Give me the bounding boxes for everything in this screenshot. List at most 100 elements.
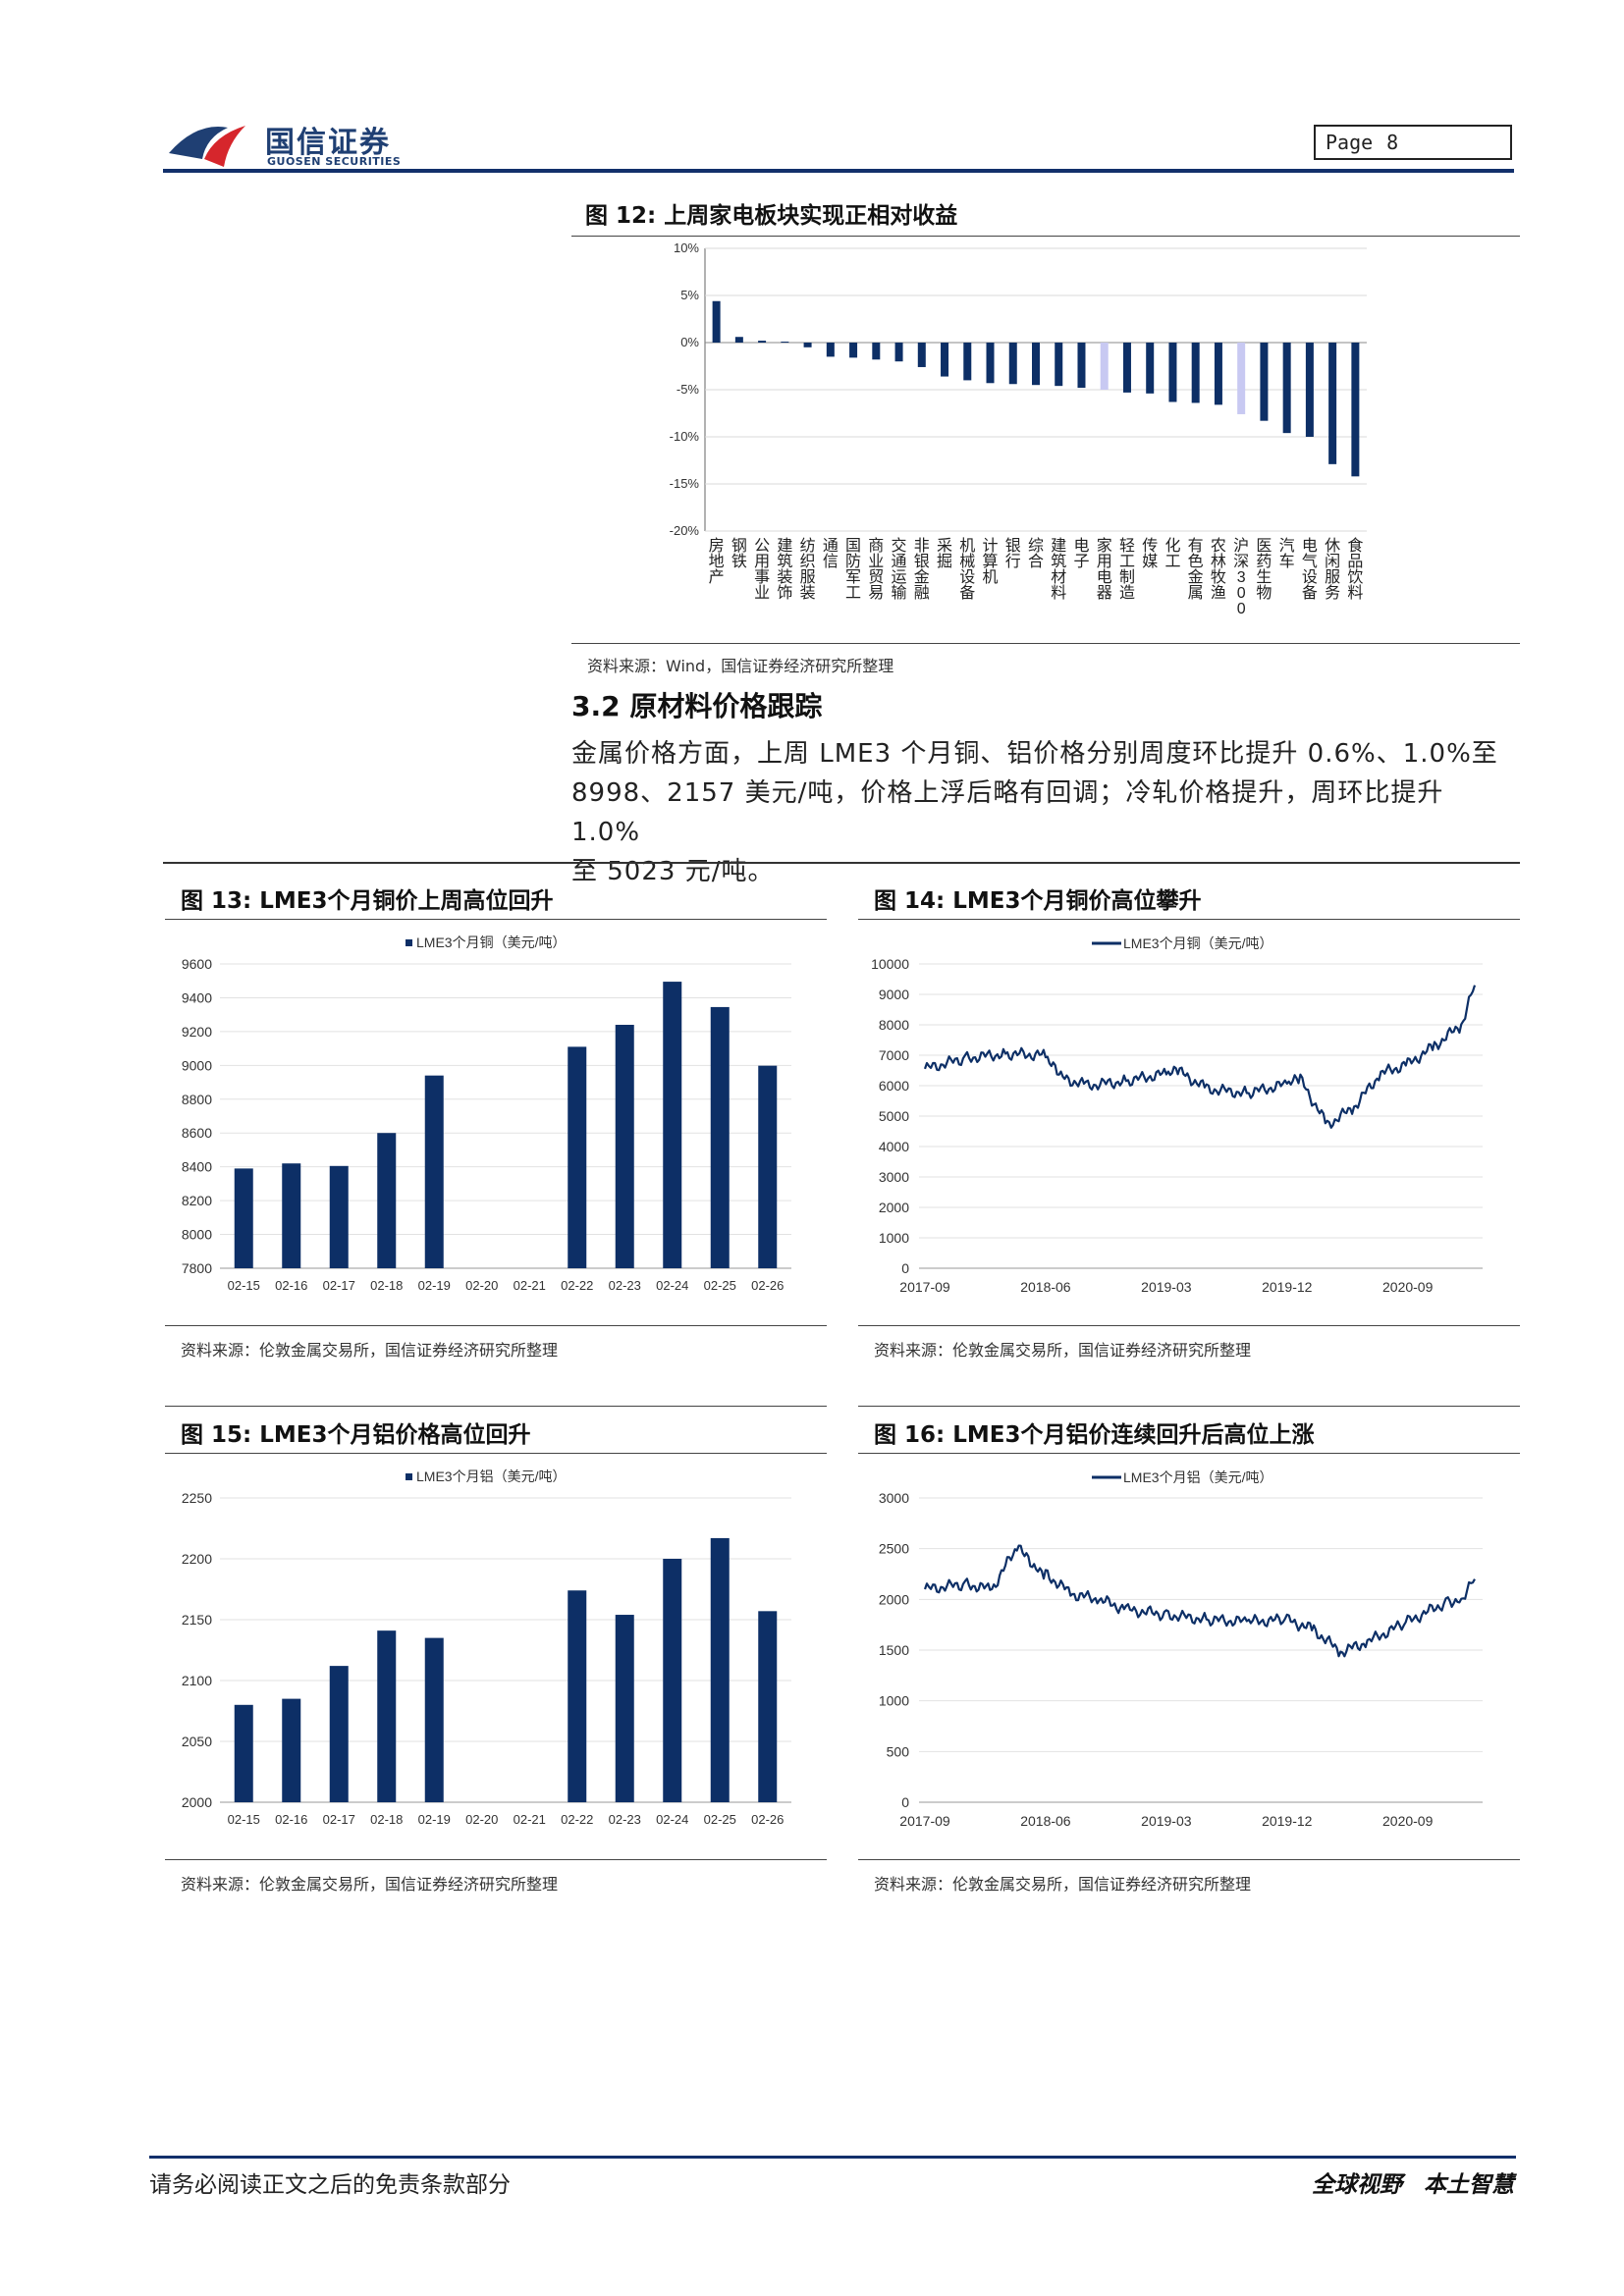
fig15-bar xyxy=(663,1559,682,1802)
fig15-xtick-label: 02-15 xyxy=(228,1812,260,1827)
fig12-category-label: 非银金融 xyxy=(914,537,930,602)
fig14-ytick-label: 5000 xyxy=(879,1108,909,1124)
fig14-xtick-label: 2019-12 xyxy=(1262,1279,1313,1295)
fig13-bar xyxy=(377,1133,397,1268)
fig12-category-label: 化工 xyxy=(1164,537,1180,570)
fig16-chart: LME3个月铝（美元/吨） 3000 2500 2000 1500 1000 500 0 201… xyxy=(879,1469,1483,1829)
footer-disclaimer: 请务必阅读正文之后的免责条款部分 xyxy=(149,2172,511,2198)
fig16-ytick-label: 3000 xyxy=(879,1490,909,1506)
fig12-bar xyxy=(1077,343,1086,389)
fig12-bar xyxy=(1260,343,1269,421)
fig15-xtick-label: 02-26 xyxy=(751,1812,784,1827)
fig14-ytick-label: 0 xyxy=(901,1260,909,1276)
fig15-top-rule xyxy=(165,1406,827,1407)
fig15-bar xyxy=(710,1537,730,1802)
fig12-bar xyxy=(1008,343,1017,385)
fig12-category-label: 综合 xyxy=(1028,537,1044,570)
fig15-ytick-label: 2150 xyxy=(182,1612,212,1628)
fig12-category-label: 电子 xyxy=(1073,537,1089,570)
fig14-ytick-label: 10000 xyxy=(871,956,909,972)
footer-rule xyxy=(149,2156,1516,2159)
paragraph-line: 8998、2157 美元/吨，价格上浮后略有回调；冷轧价格提升，周环比提升 1.… xyxy=(571,778,1444,847)
fig14-ytick-label: 4000 xyxy=(879,1139,909,1154)
fig12-bar xyxy=(1328,343,1337,464)
fig15-legend-swatch xyxy=(406,1473,412,1480)
fig15-xtick-label: 02-24 xyxy=(656,1812,688,1827)
fig15-bar xyxy=(615,1615,634,1802)
fig12-bar xyxy=(826,343,835,357)
fig13-ytick-label: 8600 xyxy=(182,1125,212,1141)
fig13-ytick-label: 8800 xyxy=(182,1092,212,1107)
fig12-category-label: 采掘 xyxy=(937,537,952,570)
fig13-bar xyxy=(758,1065,778,1268)
fig12-category-label: 国防军工 xyxy=(845,538,861,602)
fig12-category-label: 休闲服务 xyxy=(1325,537,1340,602)
fig12-category-label: 有色金属 xyxy=(1188,537,1204,602)
fig12-bar xyxy=(712,300,721,343)
fig14-legend-label: LME3个月铜（美元/吨） xyxy=(1123,935,1272,951)
fig12-bar xyxy=(1191,343,1200,403)
fig12-bar xyxy=(917,343,926,367)
fig15-xtick-label: 02-18 xyxy=(370,1812,403,1827)
fig16-xtick-label: 2020-09 xyxy=(1382,1813,1434,1829)
fig16-title: 图 16: LME3个月铝价连续回升后高位上涨 xyxy=(874,1422,1315,1448)
fig15-bar xyxy=(377,1630,397,1802)
fig13-xtick-label: 02-18 xyxy=(370,1278,403,1293)
fig15-xtick-label: 02-16 xyxy=(275,1812,307,1827)
fig13-xtick-label: 02-26 xyxy=(751,1278,784,1293)
fig13-bar xyxy=(615,1025,634,1268)
fig14-bottom-rule xyxy=(858,1325,1520,1326)
fig12-bar xyxy=(963,343,972,381)
fig13-ytick-label: 9000 xyxy=(182,1057,212,1073)
fig13-ytick-label: 9200 xyxy=(182,1024,212,1040)
fig16-xtick-label: 2019-12 xyxy=(1262,1813,1313,1829)
fig12-bar xyxy=(872,343,881,360)
fig12-bottom-rule xyxy=(571,643,1520,644)
fig16-ytick-label: 2500 xyxy=(879,1541,909,1557)
fig12-chart: 10% 5% 0% -5% -10% -15% -20% 房地产钢铁公用事业建筑装饰纺织服装通… xyxy=(670,240,1367,617)
fig15-ytick-label: 2250 xyxy=(182,1490,212,1506)
fig12-category-label: 轻工制造 xyxy=(1119,537,1135,602)
fig12-category-label: 机械设备 xyxy=(959,537,975,602)
fig15-xtick-label: 02-20 xyxy=(465,1812,498,1827)
fig15-xtick-label: 02-22 xyxy=(561,1812,593,1827)
fig12-category-label: 汽车 xyxy=(1279,537,1295,570)
fig16-xtick-label: 2018-06 xyxy=(1020,1813,1071,1829)
fig13-bar xyxy=(710,1006,730,1268)
fig13-ytick-label: 7800 xyxy=(182,1260,212,1276)
fig13-xtick-label: 02-24 xyxy=(656,1278,688,1293)
fig13-bar xyxy=(234,1168,253,1268)
fig12-bar xyxy=(849,343,858,358)
fig13-bar xyxy=(424,1075,444,1268)
fig15-bar xyxy=(329,1666,349,1802)
fig13-title-rule xyxy=(165,919,827,920)
fig15-chart: LME3个月铝（美元/吨） 2250 2200 2150 2100 2050 2000 02-… xyxy=(182,1468,791,1827)
fig12-bar xyxy=(1305,343,1314,437)
fig15-title: 图 15: LME3个月铝价格高位回升 xyxy=(181,1422,531,1448)
fig14-ytick-label: 9000 xyxy=(879,987,909,1002)
fig13-title: 图 13: LME3个月铜价上周高位回升 xyxy=(181,888,554,914)
fig12-category-label: 纺织服装 xyxy=(800,537,816,602)
fig14-xtick-label: 2020-09 xyxy=(1382,1279,1434,1295)
fig12-ytick-label: 10% xyxy=(674,240,699,255)
fig15-ytick-label: 2000 xyxy=(182,1794,212,1810)
fig12-ytick-label: -10% xyxy=(670,429,700,444)
fig13-xtick-label: 02-19 xyxy=(418,1278,451,1293)
fig16-series-line xyxy=(923,1544,1476,1658)
fig12-bar xyxy=(1168,343,1177,402)
logo-subtext: GUOSEN SECURITIES xyxy=(267,155,402,168)
fig13-source: 资料来源：伦敦金属交易所，国信证券经济研究所整理 xyxy=(181,1341,559,1360)
fig16-source: 资料来源：伦敦金属交易所，国信证券经济研究所整理 xyxy=(874,1875,1252,1894)
paragraph-line: 金属价格方面，上周 LME3 个月铜、铝价格分别周度环比提升 0.6%、1.0%… xyxy=(571,739,1498,769)
fig14-ytick-label: 2000 xyxy=(879,1200,909,1215)
fig13-chart: LME3个月铜（美元/吨） 9600 9400 9200 9000 8800 8600 840… xyxy=(182,934,791,1293)
fig12-category-label: 传媒 xyxy=(1142,537,1158,570)
section-paragraph: 金属价格方面，上周 LME3 个月铜、铝价格分别周度环比提升 0.6%、1.0%… xyxy=(571,734,1520,891)
fig15-source: 资料来源：伦敦金属交易所，国信证券经济研究所整理 xyxy=(181,1875,559,1894)
fig12-bar xyxy=(734,337,743,343)
fig14-chart: LME3个月铜（美元/吨）100009000800070006000500040… xyxy=(871,935,1483,1295)
fig13-ytick-label: 9600 xyxy=(182,956,212,972)
fig12-category-label: 建筑装饰 xyxy=(777,537,792,602)
fig15-xtick-label: 02-17 xyxy=(323,1812,355,1827)
fig12-ytick-label: 0% xyxy=(680,335,699,349)
